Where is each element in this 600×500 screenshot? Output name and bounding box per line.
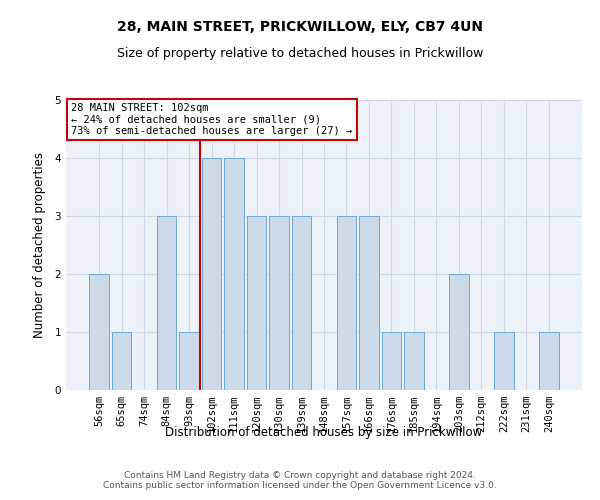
- Text: Contains HM Land Registry data © Crown copyright and database right 2024.
Contai: Contains HM Land Registry data © Crown c…: [103, 470, 497, 490]
- Bar: [404, 332, 424, 390]
- Bar: [202, 158, 221, 390]
- Bar: [89, 274, 109, 390]
- Bar: [539, 332, 559, 390]
- Bar: [449, 274, 469, 390]
- Text: 28 MAIN STREET: 102sqm
← 24% of detached houses are smaller (9)
73% of semi-deta: 28 MAIN STREET: 102sqm ← 24% of detached…: [71, 103, 352, 136]
- Bar: [494, 332, 514, 390]
- Bar: [337, 216, 356, 390]
- Bar: [224, 158, 244, 390]
- Bar: [112, 332, 131, 390]
- Bar: [359, 216, 379, 390]
- Bar: [382, 332, 401, 390]
- Text: Distribution of detached houses by size in Prickwillow: Distribution of detached houses by size …: [166, 426, 482, 439]
- Bar: [292, 216, 311, 390]
- Bar: [247, 216, 266, 390]
- Y-axis label: Number of detached properties: Number of detached properties: [33, 152, 46, 338]
- Bar: [269, 216, 289, 390]
- Text: 28, MAIN STREET, PRICKWILLOW, ELY, CB7 4UN: 28, MAIN STREET, PRICKWILLOW, ELY, CB7 4…: [117, 20, 483, 34]
- Text: Size of property relative to detached houses in Prickwillow: Size of property relative to detached ho…: [117, 48, 483, 60]
- Bar: [157, 216, 176, 390]
- Bar: [179, 332, 199, 390]
